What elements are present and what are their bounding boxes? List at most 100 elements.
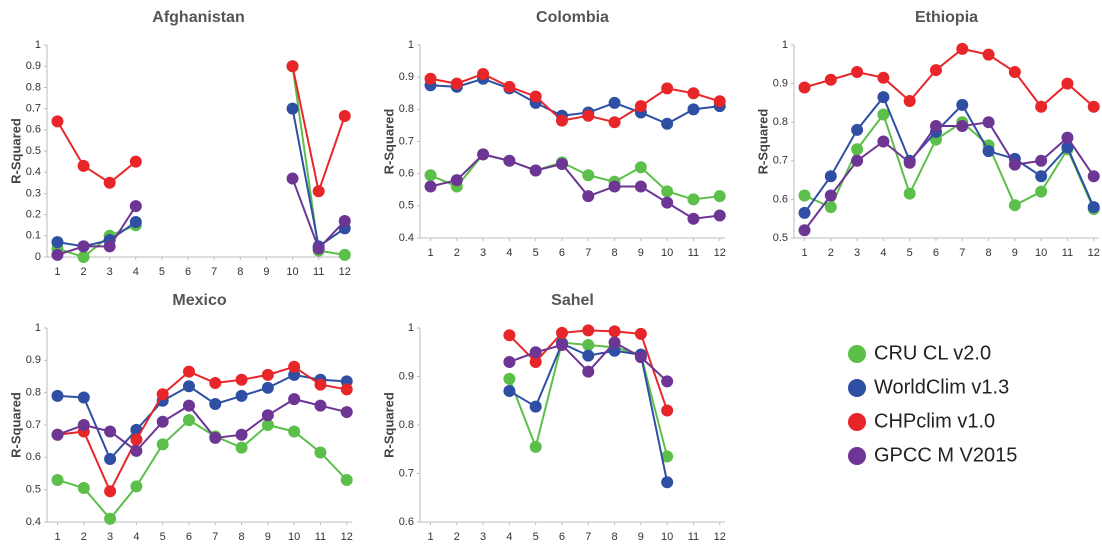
series: CHPclim v1.0	[798, 42, 1100, 113]
chart-title: Afghanistan	[152, 9, 244, 26]
x-tick-label: 2	[454, 531, 460, 543]
x-tick-label: 3	[480, 247, 486, 259]
data-point	[182, 399, 195, 412]
data-point	[529, 164, 542, 177]
data-point	[51, 236, 64, 249]
data-point	[340, 473, 353, 486]
y-axis-label: R-Squared	[755, 109, 770, 175]
y-tick-label: 0.9	[773, 78, 788, 90]
data-point	[529, 90, 542, 103]
x-tick-label: 4	[506, 247, 512, 259]
y-tick-label: 0.6	[26, 124, 41, 136]
data-point	[824, 189, 837, 202]
data-point	[529, 440, 542, 453]
data-point	[288, 393, 301, 406]
x-tick-label: 4	[133, 531, 139, 543]
x-tick-label: 10	[288, 531, 300, 543]
x-tick-label: 11	[688, 531, 699, 543]
data-point	[582, 190, 595, 203]
data-point	[424, 180, 437, 193]
data-point	[634, 180, 647, 193]
data-point	[555, 158, 568, 171]
x-tick-label: 11	[1062, 247, 1073, 259]
data-point	[608, 96, 621, 109]
data-point	[77, 240, 90, 253]
data-point	[209, 431, 222, 444]
data-point	[286, 102, 299, 115]
data-point	[634, 327, 647, 340]
y-tick-label: 0.1	[26, 230, 41, 242]
data-point	[634, 100, 647, 113]
data-point	[286, 60, 299, 73]
data-point	[608, 116, 621, 129]
data-point	[129, 200, 142, 213]
series: CRU CL v2.0	[51, 60, 351, 263]
data-point	[503, 355, 516, 368]
data-point	[824, 201, 837, 214]
data-point	[608, 344, 621, 357]
y-tick-label: 0.9	[26, 60, 41, 72]
y-tick-label: 0.5	[26, 145, 41, 157]
data-point	[261, 368, 274, 381]
data-point	[209, 376, 222, 389]
data-point	[104, 512, 117, 525]
x-tick-label: 12	[714, 531, 726, 543]
series: GPCC M V2015	[503, 336, 674, 388]
data-point	[104, 485, 117, 498]
x-tick-label: 8	[239, 531, 245, 543]
data-point	[956, 98, 969, 111]
data-point	[312, 185, 325, 198]
x-tick-label: 5	[160, 531, 166, 543]
data-point	[51, 115, 64, 128]
x-tick-label: 10	[661, 531, 673, 543]
series: CHPclim v1.0	[503, 324, 674, 417]
series: WorldClim v1.3	[424, 72, 726, 130]
data-point	[956, 42, 969, 55]
data-point	[661, 117, 674, 130]
data-point	[608, 180, 621, 193]
y-tick-label: 0.6	[773, 193, 788, 205]
data-point	[261, 381, 274, 394]
data-point	[1061, 77, 1074, 90]
data-point	[450, 77, 463, 90]
y-tick-label: 1	[408, 39, 414, 51]
data-point	[51, 428, 64, 441]
data-point	[477, 148, 490, 161]
data-point	[1035, 154, 1048, 167]
series: CRU CL v2.0	[424, 148, 726, 206]
data-point	[903, 187, 916, 200]
x-tick-label: 9	[1012, 247, 1018, 259]
series: CHPclim v1.0	[51, 60, 351, 198]
y-tick-label: 0.7	[399, 135, 414, 147]
x-tick-label: 1	[427, 531, 433, 543]
x-tick-label: 10	[661, 247, 673, 259]
data-point	[582, 324, 595, 337]
data-point	[982, 116, 995, 129]
x-tick-label: 5	[159, 266, 165, 278]
x-tick-label: 9	[638, 247, 644, 259]
data-point	[982, 48, 995, 61]
y-tick-label: 0.2	[26, 209, 41, 221]
y-tick-label: 1	[35, 39, 41, 51]
data-point	[130, 433, 143, 446]
data-point	[156, 438, 169, 451]
data-point	[661, 375, 674, 388]
x-tick-label: 2	[828, 247, 834, 259]
x-tick-label: 1	[801, 247, 807, 259]
y-axis-label: R-Squared	[8, 118, 23, 184]
data-point	[503, 385, 516, 398]
data-point	[503, 154, 516, 167]
data-point	[851, 154, 864, 167]
data-point	[1008, 199, 1021, 212]
data-point	[129, 216, 142, 229]
y-tick-label: 0.8	[773, 116, 788, 128]
y-tick-label: 0	[35, 251, 41, 263]
x-tick-label: 8	[612, 531, 618, 543]
data-point	[314, 378, 327, 391]
series: GPCC M V2015	[51, 393, 353, 457]
data-point	[529, 346, 542, 359]
data-point	[608, 325, 621, 338]
y-tick-label: 0.6	[26, 451, 41, 463]
data-point	[312, 242, 325, 255]
x-tick-label: 3	[480, 531, 486, 543]
